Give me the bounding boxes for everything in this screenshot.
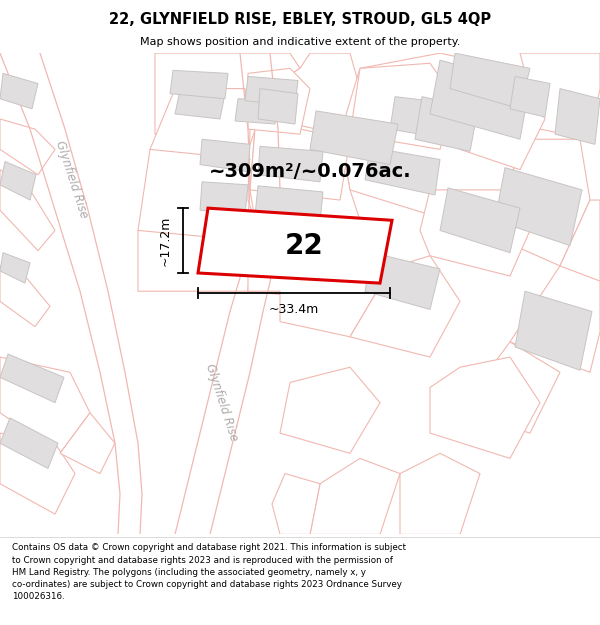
Polygon shape	[200, 182, 248, 215]
Polygon shape	[255, 186, 323, 222]
Polygon shape	[390, 97, 455, 139]
Polygon shape	[420, 190, 530, 276]
Polygon shape	[440, 188, 520, 253]
Polygon shape	[450, 53, 530, 109]
Polygon shape	[0, 433, 75, 514]
Polygon shape	[0, 253, 30, 283]
Polygon shape	[272, 474, 320, 534]
Polygon shape	[555, 89, 600, 144]
Polygon shape	[198, 208, 392, 283]
Polygon shape	[430, 60, 530, 139]
Polygon shape	[258, 146, 323, 182]
Text: Contains OS data © Crown copyright and database right 2021. This information is : Contains OS data © Crown copyright and d…	[12, 543, 406, 601]
Text: Map shows position and indicative extent of the property.: Map shows position and indicative extent…	[140, 38, 460, 47]
Polygon shape	[248, 220, 380, 337]
Polygon shape	[350, 256, 460, 357]
Polygon shape	[365, 148, 440, 195]
Polygon shape	[340, 53, 530, 231]
Polygon shape	[60, 412, 115, 474]
Polygon shape	[560, 200, 600, 281]
Polygon shape	[0, 161, 36, 200]
Polygon shape	[235, 99, 278, 124]
Text: Glynfield Rise: Glynfield Rise	[53, 139, 91, 220]
Polygon shape	[310, 458, 400, 534]
Polygon shape	[350, 63, 455, 149]
Polygon shape	[415, 97, 478, 151]
Polygon shape	[248, 129, 360, 301]
Polygon shape	[0, 354, 64, 402]
Polygon shape	[0, 169, 55, 251]
Polygon shape	[245, 76, 298, 106]
Text: Glynfield Rise: Glynfield Rise	[203, 362, 241, 443]
Polygon shape	[250, 129, 350, 200]
Polygon shape	[0, 418, 58, 469]
Polygon shape	[0, 73, 38, 109]
Polygon shape	[280, 368, 380, 453]
Polygon shape	[495, 168, 582, 246]
Polygon shape	[510, 251, 600, 372]
Polygon shape	[248, 68, 310, 134]
Polygon shape	[170, 71, 228, 99]
Polygon shape	[0, 119, 55, 175]
Polygon shape	[440, 79, 545, 169]
Polygon shape	[460, 342, 560, 433]
Text: 22: 22	[285, 232, 324, 260]
Polygon shape	[430, 357, 540, 458]
Polygon shape	[200, 139, 250, 172]
Polygon shape	[270, 53, 360, 134]
Polygon shape	[310, 111, 398, 164]
Text: ~309m²/~0.076ac.: ~309m²/~0.076ac.	[209, 162, 412, 181]
Polygon shape	[138, 89, 255, 291]
Polygon shape	[480, 139, 590, 266]
Text: ~33.4m: ~33.4m	[269, 303, 319, 316]
Polygon shape	[175, 91, 225, 119]
Polygon shape	[155, 53, 300, 144]
Polygon shape	[510, 76, 550, 117]
Polygon shape	[515, 291, 592, 370]
Polygon shape	[0, 266, 50, 327]
Polygon shape	[0, 357, 90, 453]
Polygon shape	[400, 453, 480, 534]
Text: 22, GLYNFIELD RISE, EBLEY, STROUD, GL5 4QP: 22, GLYNFIELD RISE, EBLEY, STROUD, GL5 4…	[109, 12, 491, 27]
Polygon shape	[365, 253, 440, 309]
Polygon shape	[258, 89, 298, 124]
Polygon shape	[520, 53, 600, 139]
Text: ~17.2m: ~17.2m	[158, 216, 172, 266]
